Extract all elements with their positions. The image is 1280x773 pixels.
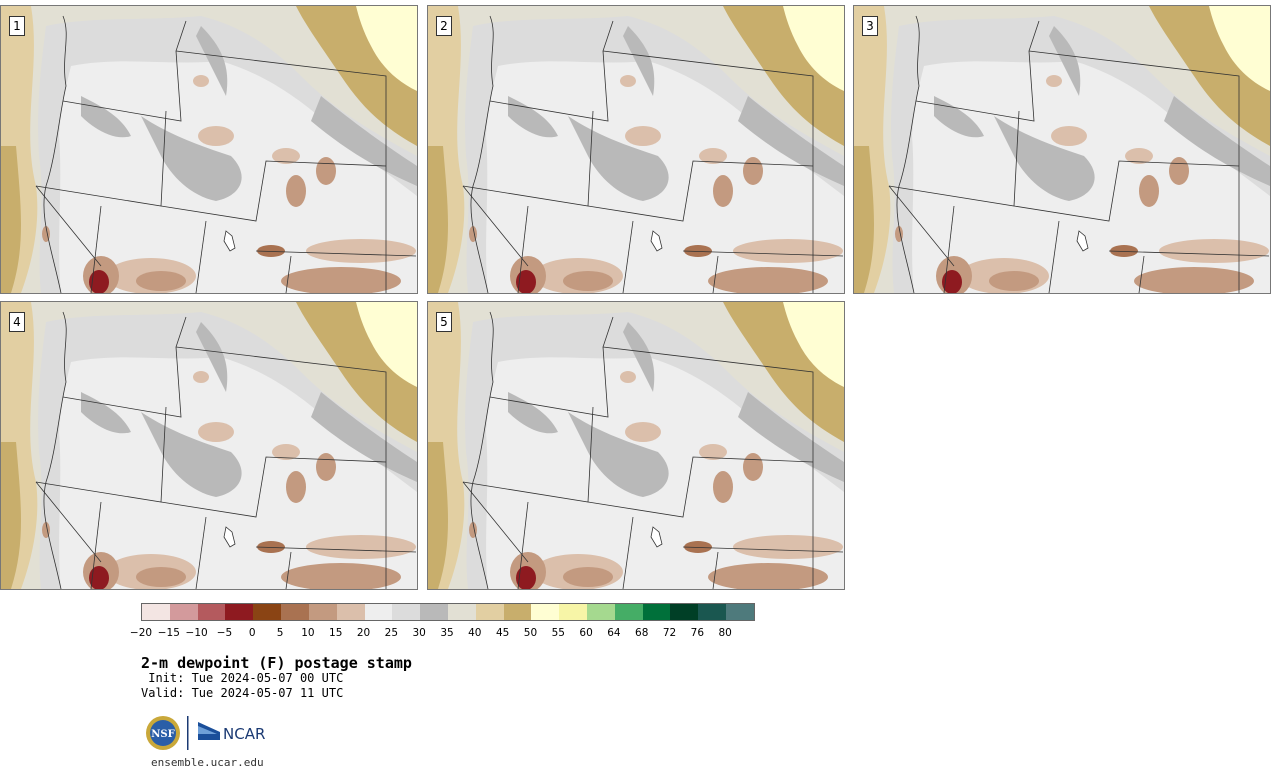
colorbar-tick-label: 60 <box>579 627 593 639</box>
member-number-label: 3 <box>862 16 878 36</box>
colorbar-tick-label: 76 <box>690 627 705 639</box>
colorbar-ticks: −20 −15 −10 −5 0 5 10 15 20 25 30 35 40 45 50 55 60 64 68 7… <box>129 621 769 639</box>
colorbar-swatch <box>531 604 560 620</box>
colorbar-swatch <box>614 604 643 620</box>
colorbar-tick-label: 72 <box>662 627 677 639</box>
map-panel: 2 <box>427 5 845 294</box>
colorbar-swatch <box>142 604 170 620</box>
colorbar-swatch <box>587 604 615 620</box>
site-url: ensemble.ucar.edu <box>151 756 264 769</box>
ncar-logo: NCAR <box>198 722 265 743</box>
colorbar-swatch <box>698 604 727 620</box>
colorbar-tick-label: 50 <box>523 627 538 639</box>
colorbar-tick-label: 35 <box>440 627 454 639</box>
colorbar-tick-label: 64 <box>607 627 621 639</box>
colorbar-swatch <box>475 604 504 620</box>
colorbar-swatch <box>253 604 282 620</box>
colorbar-swatch <box>392 604 421 620</box>
colorbar-swatch <box>559 604 587 620</box>
map-panel: 3 <box>853 5 1271 294</box>
colorbar-tick-label: −15 <box>157 627 180 639</box>
colorbar-tick-label: 20 <box>356 627 371 639</box>
colorbar-swatch <box>169 604 198 620</box>
map-panel: 4 <box>0 301 418 590</box>
colorbar-tick-label: 15 <box>329 627 343 639</box>
product-title: 2-m dewpoint (F) postage stamp <box>141 654 412 672</box>
colorbar-tick-label: 45 <box>495 627 510 639</box>
colorbar-swatch <box>336 604 365 620</box>
colorbar-tick-label: 5 <box>276 627 284 639</box>
colorbar-tick-label: 80 <box>718 627 732 639</box>
nsf-logo: NSF <box>146 716 180 750</box>
colorbar-swatch <box>308 604 337 620</box>
colorbar-swatch <box>281 604 309 620</box>
colorbar-tick-label: 25 <box>384 627 399 639</box>
colorbar-swatch <box>197 604 226 620</box>
colorbar-swatch <box>447 604 476 620</box>
member-number-label: 4 <box>9 312 25 332</box>
colorbar-swatch <box>726 604 754 620</box>
colorbar-swatch <box>642 604 671 620</box>
logos: NSF NCAR <box>145 714 275 752</box>
map-panel: 1 <box>0 5 418 294</box>
colorbar-swatch <box>503 604 532 620</box>
colorbar-tick-label: −10 <box>185 627 208 639</box>
colorbar-swatch <box>670 604 699 620</box>
colorbar-tick-label: 55 <box>551 627 565 639</box>
map-panel: 5 <box>427 301 845 590</box>
init-time: Init: Tue 2024-05-07 00 UTC <box>141 671 344 685</box>
member-number-label: 1 <box>9 16 25 36</box>
svg-text:NCAR: NCAR <box>223 725 265 743</box>
colorbar-swatch <box>225 604 254 620</box>
colorbar-legend: −20 −15 −10 −5 0 5 10 15 20 25 30 35 40 45 50 55 60 64 68 7… <box>130 603 769 639</box>
colorbar-swatch <box>420 604 448 620</box>
member-number-label: 2 <box>436 16 452 36</box>
colorbar-tick-label: 0 <box>248 627 256 639</box>
colorbar-tick-label: −5 <box>216 627 233 639</box>
colorbar <box>141 603 755 621</box>
colorbar-tick-label: 40 <box>468 627 482 639</box>
colorbar-tick-label: 30 <box>412 627 426 639</box>
svg-text:NSF: NSF <box>151 729 174 740</box>
colorbar-tick-label: 68 <box>635 627 649 639</box>
member-number-label: 5 <box>436 312 452 332</box>
colorbar-tick-label: 10 <box>301 627 315 639</box>
valid-time: Valid: Tue 2024-05-07 11 UTC <box>141 686 344 700</box>
colorbar-tick-label: −20 <box>129 627 153 639</box>
colorbar-swatch <box>364 604 393 620</box>
